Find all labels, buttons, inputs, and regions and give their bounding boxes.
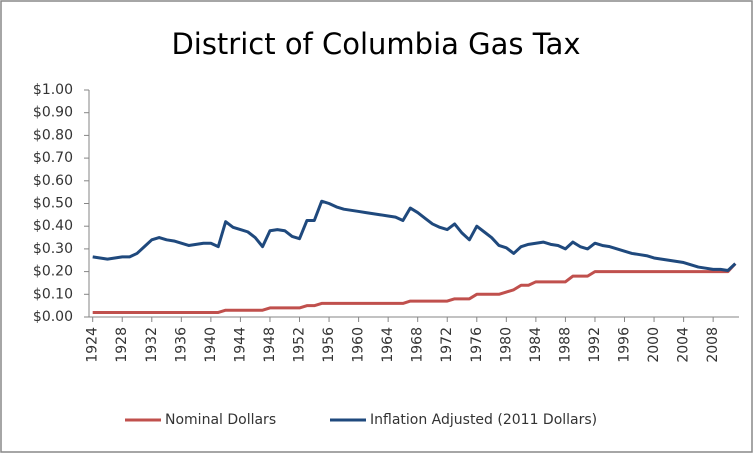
x-tick-label: 2000 <box>646 327 662 363</box>
y-tick-label: $0.30 <box>33 241 73 257</box>
x-tick-label: 1984 <box>528 327 544 363</box>
x-tick-label: 1932 <box>144 327 160 363</box>
x-tick-label: 1944 <box>232 327 248 363</box>
x-tick-label: 1980 <box>498 327 514 363</box>
x-tick-label: 1964 <box>380 327 396 363</box>
chart-title: District of Columbia Gas Tax <box>171 27 580 61</box>
x-tick-label: 1936 <box>173 327 189 363</box>
x-tick-label: 1996 <box>617 327 633 363</box>
x-tick-label: 1952 <box>292 327 308 363</box>
y-tick-label: $0.20 <box>33 264 73 280</box>
y-tick-label: $0.40 <box>33 218 73 234</box>
x-tick-label: 1992 <box>587 327 603 363</box>
x-tick-label: 2004 <box>676 327 692 363</box>
x-tick-label: 1956 <box>321 327 337 363</box>
x-tick-label: 1968 <box>410 327 426 363</box>
y-tick-label: $0.50 <box>33 196 73 212</box>
x-tick-label: 1960 <box>351 327 367 363</box>
y-tick-label: $0.80 <box>33 127 73 143</box>
series-line <box>92 262 737 314</box>
x-tick-label: 2008 <box>705 327 721 363</box>
y-tick-label: $0.90 <box>33 105 73 121</box>
legend-label: Inflation Adjusted (2011 Dollars) <box>370 412 597 428</box>
x-tick-label: 1972 <box>439 327 455 363</box>
y-tick-label: $0.00 <box>33 309 73 325</box>
x-tick-label: 1948 <box>262 327 278 363</box>
y-tick-label: $0.70 <box>33 150 73 166</box>
x-tick-label: 1976 <box>469 327 485 363</box>
x-tick-label: 1940 <box>203 327 219 363</box>
legend-label: Nominal Dollars <box>165 412 276 428</box>
x-tick-label: 1988 <box>557 327 573 363</box>
y-tick-label: $1.00 <box>33 82 73 98</box>
series-line <box>92 199 737 272</box>
y-tick-label: $0.60 <box>33 173 73 189</box>
x-tick-label: 1928 <box>114 327 130 363</box>
y-tick-label: $0.10 <box>33 286 73 302</box>
x-tick-label: 1924 <box>85 327 101 363</box>
